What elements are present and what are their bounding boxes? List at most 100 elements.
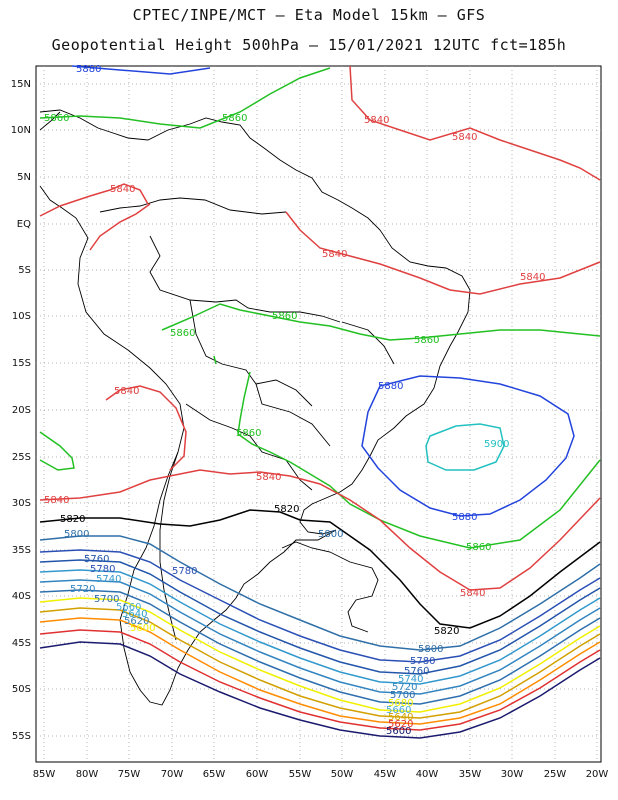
latitude-tick-label: 15N <box>11 79 31 90</box>
contour-label: 5840 <box>520 272 545 283</box>
contour-5780 <box>39 549 601 663</box>
latitude-tick-label: EQ <box>17 219 31 230</box>
longitude-tick-label: 65W <box>203 769 226 780</box>
longitude-tick-label: 60W <box>246 769 269 780</box>
contour-label: 5900 <box>484 439 509 450</box>
contour-5840-south <box>39 469 601 591</box>
chart-title: CPTEC/INPE/MCT – Eta Model 15km – GFS <box>132 6 486 24</box>
contour-label: 5820 <box>274 504 299 515</box>
contour-5740 <box>39 569 601 685</box>
contour-label: 5780 <box>172 566 197 577</box>
latitude-tick-label: 5S <box>18 265 31 276</box>
contour-label: 5760 <box>84 554 109 565</box>
contour-label: 5880 <box>378 381 403 392</box>
contour-label: 5840 <box>460 588 485 599</box>
contour-5620 <box>39 629 601 731</box>
latitude-tick-label: 35S <box>12 545 31 556</box>
contour-5680 <box>39 597 601 713</box>
contour-label: 5860 <box>466 542 491 553</box>
coastline <box>39 109 471 706</box>
contour-label: 5740 <box>398 674 423 685</box>
chart-subtitle: Geopotential Height 500hPa – 15/01/2021 … <box>51 36 567 54</box>
contour-label: 5780 <box>410 656 435 667</box>
longitude-tick-label: 50W <box>331 769 354 780</box>
contour-5640 <box>39 617 601 725</box>
contour-label: 5640 <box>122 609 147 620</box>
contour-label: 5860 <box>44 113 69 124</box>
contour-5840-brazil-north <box>285 211 601 295</box>
contour-label: 5620 <box>124 616 149 627</box>
contour-label: 5740 <box>96 574 121 585</box>
longitude-tick-label: 20W <box>586 769 609 780</box>
contour-label: 5840 <box>114 386 139 397</box>
latitude-tick-label: 15S <box>12 358 31 369</box>
contour-label: 5840 <box>322 249 347 260</box>
longitude-tick-label: 55W <box>289 769 312 780</box>
latitude-tick-label: 10S <box>12 311 31 322</box>
contour-label: 5820 <box>60 514 85 525</box>
longitude-tick-label: 70W <box>161 769 184 780</box>
contour-label: 5840 <box>256 472 281 483</box>
latitude-tick-label: 5N <box>17 172 31 183</box>
contour-5800 <box>39 535 601 651</box>
contour-label: 5660 <box>386 705 411 716</box>
contour-label: 5860 <box>222 113 247 124</box>
contour-label: 5840 <box>110 184 135 195</box>
contour-label: 5800 <box>418 644 443 655</box>
contour-labels: 5880 5860 5860 5840 5840 5840 5840 5840 … <box>44 64 545 737</box>
contour-label: 5840 <box>44 495 69 506</box>
longitude-tick-label: 30W <box>501 769 524 780</box>
contour-label: 5880 <box>76 64 101 75</box>
longitude-tick-label: 80W <box>76 769 99 780</box>
contour-label: 5860 <box>236 428 261 439</box>
contour-5860-south <box>213 355 601 549</box>
contour-label: 5840 <box>452 132 477 143</box>
contour-5840-central <box>105 385 187 471</box>
latitude-tick-label: 30S <box>12 498 31 509</box>
contour-label: 5680 <box>388 698 413 709</box>
longitude-ticks: 85W 80W 75W 70W 65W 60W 55W 50W 45W 40W 35W 30W 25W 2… <box>33 769 609 780</box>
contour-5760 <box>39 559 601 675</box>
contour-label: 5780 <box>90 564 115 575</box>
contour-label: 5600 <box>130 623 155 634</box>
contour-label: 5640 <box>388 712 413 723</box>
contour-5700 <box>39 589 601 705</box>
contour-label: 5860 <box>170 328 195 339</box>
contour-label: 5880 <box>452 512 477 523</box>
contour-label: 5840 <box>364 115 389 126</box>
contour-label: 5820 <box>434 626 459 637</box>
latitude-tick-label: 10N <box>11 125 31 136</box>
longitude-tick-label: 85W <box>33 769 56 780</box>
contour-5600 <box>39 641 601 739</box>
contour-label: 5720 <box>70 584 95 595</box>
contour-label: 5860 <box>272 311 297 322</box>
contour-label: 5600 <box>386 726 411 737</box>
latitude-tick-label: 40S <box>12 591 31 602</box>
longitude-tick-label: 40W <box>416 769 439 780</box>
map-frame <box>35 65 602 763</box>
contour-lines <box>39 65 601 739</box>
latitude-ticks: 15N 10N 5N EQ 5S 10S 15S 20S 25S 30S 35S 40S 45S 50S 5… <box>11 79 31 742</box>
contour-label: 5860 <box>414 335 439 346</box>
contour-label: 5660 <box>116 602 141 613</box>
contour-5720 <box>39 579 601 695</box>
contour-5880-high <box>361 375 575 517</box>
contour-label: 5800 <box>64 529 89 540</box>
contour-label: 5620 <box>388 719 413 730</box>
latitude-tick-label: 50S <box>12 684 31 695</box>
contour-5860-central <box>161 303 601 341</box>
latitude-tick-label: 45S <box>12 638 31 649</box>
longitude-tick-label: 25W <box>544 769 567 780</box>
contour-5900-high <box>425 423 505 471</box>
contour-5840-north <box>349 65 601 181</box>
latitude-tick-label: 20S <box>12 405 31 416</box>
contour-5880-north <box>71 65 211 75</box>
contour-label: 5700 <box>390 690 415 701</box>
contour-5860-west <box>39 431 75 471</box>
longitude-tick-label: 75W <box>118 769 141 780</box>
contour-label: 5800 <box>318 529 343 540</box>
contour-label: 5760 <box>404 666 429 677</box>
grid-lines <box>36 66 601 762</box>
latitude-tick-label: 55S <box>12 731 31 742</box>
